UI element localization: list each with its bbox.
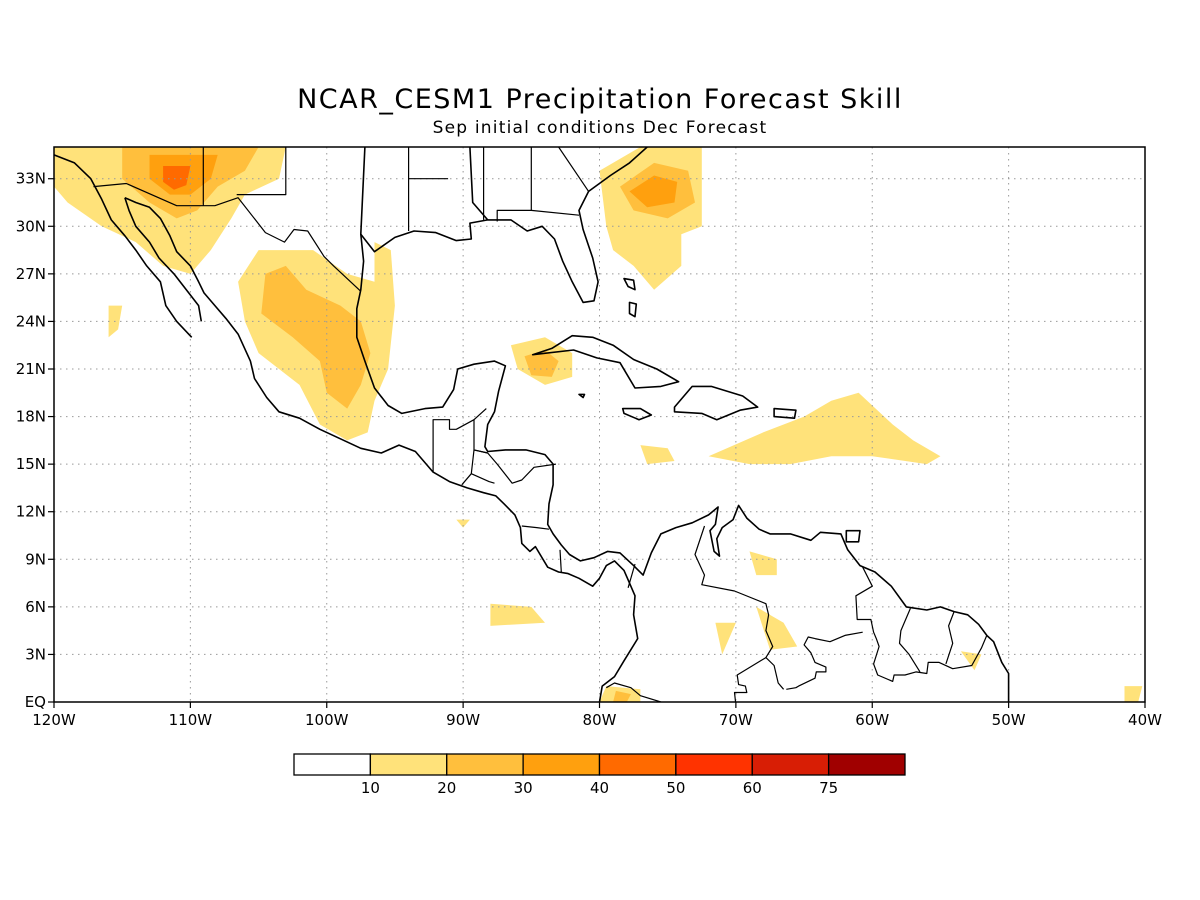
- political-border: [496, 147, 532, 222]
- political-border: [606, 682, 663, 702]
- skill-region-venezuela-6n-18: [756, 606, 798, 650]
- axis-ticks: 120W 110W 100W 90W 80W 70W 60W 50W 40W EQ 3N 6N 9N 12…: [16, 170, 1162, 729]
- political-border: [558, 147, 590, 192]
- political-border: [733, 657, 767, 702]
- skill-region-colombia-eq-20: [613, 690, 631, 702]
- island-outline: [623, 277, 636, 291]
- y-tick-label: 30N: [16, 217, 46, 235]
- island-outline: [773, 407, 797, 420]
- color-legend: 10 20 30 40 50 60 75: [293, 753, 906, 797]
- skill-region-pacific-5n-15: [490, 603, 545, 626]
- skill-region-east-caribbean-12: [708, 392, 941, 465]
- colorbar-swatch: [827, 753, 906, 776]
- political-border: [531, 209, 580, 216]
- map-title: NCAR_CESM1 Precipitation Forecast Skill: [297, 84, 903, 115]
- x-tick-label: 50W: [992, 711, 1026, 729]
- coastline: [124, 197, 203, 322]
- coastline: [359, 147, 648, 304]
- x-tick-label: 60W: [855, 711, 889, 729]
- island-outline: [628, 301, 638, 318]
- colorbar-swatch: [446, 753, 524, 776]
- colorbar-label: 50: [666, 779, 685, 797]
- y-tick-label: 15N: [16, 455, 46, 473]
- skill-region-atlantic-se-us-9: [629, 175, 678, 208]
- colorbar-swatch: [369, 753, 448, 776]
- y-tick-label: 18N: [16, 408, 46, 426]
- island-outline: [845, 529, 861, 543]
- political-border: [786, 636, 827, 690]
- skill-shading-layer: [54, 147, 1143, 702]
- x-tick-label: 80W: [583, 711, 617, 729]
- political-border: [559, 549, 562, 573]
- political-border: [471, 473, 495, 484]
- y-tick-label: 3N: [25, 645, 46, 663]
- skill-region-caribbean-west-13: [640, 445, 675, 465]
- skill-region-atlantic-eq-22: [1124, 686, 1143, 702]
- colorbar-swatch: [675, 753, 753, 776]
- skill-region-cuba-patch-11: [524, 350, 559, 377]
- colorbar-label: 30: [514, 779, 533, 797]
- coastline: [355, 234, 1010, 702]
- island-outline: [673, 385, 759, 421]
- y-tick-label: 12N: [16, 503, 46, 521]
- political-border: [93, 182, 362, 292]
- political-border: [945, 611, 955, 665]
- y-tick-label: 6N: [25, 598, 46, 616]
- colorbar-swatch: [751, 753, 830, 776]
- coastline: [54, 154, 193, 338]
- colorbar-label: 10: [361, 779, 380, 797]
- skill-region-central-pacific-dot-14: [456, 519, 470, 528]
- colorbar-label: 75: [819, 779, 838, 797]
- map-subtitle: Sep initial conditions Dec Forecast: [432, 118, 768, 138]
- political-border: [694, 525, 785, 690]
- x-tick-label: 110W: [169, 711, 213, 729]
- skill-region-central-mexico-5: [261, 265, 371, 409]
- island-outline: [621, 407, 653, 421]
- colorbar-swatch: [598, 753, 677, 776]
- colorbar-label: 40: [590, 779, 609, 797]
- colorbar-swatch: [522, 753, 601, 776]
- skill-region-guiana-3n-21: [960, 651, 982, 671]
- colorbar-label: 20: [437, 779, 456, 797]
- political-border: [521, 525, 550, 530]
- skill-region-southwest-us-3: [163, 166, 191, 190]
- political-border: [814, 631, 863, 643]
- x-tick-label: 90W: [446, 711, 480, 729]
- y-tick-label: 9N: [25, 550, 46, 568]
- y-tick-label: 33N: [16, 170, 46, 188]
- political-border: [898, 608, 921, 673]
- y-tick-label: 24N: [16, 312, 46, 330]
- y-tick-label: EQ: [25, 693, 46, 711]
- political-border: [473, 408, 487, 421]
- coastline: [124, 196, 639, 702]
- political-border: [627, 563, 636, 588]
- political-border: [432, 419, 488, 473]
- island-outline: [531, 334, 680, 389]
- coastlines-and-borders: [54, 147, 1010, 702]
- colorbar-label: 60: [743, 779, 762, 797]
- y-tick-label: 21N: [16, 360, 46, 378]
- colorbar-swatch: [293, 753, 372, 776]
- skill-region-venezuela-5n-17: [715, 622, 736, 655]
- x-tick-label: 40W: [1128, 711, 1162, 729]
- island-outline: [578, 393, 586, 399]
- political-border: [855, 566, 988, 683]
- political-border: [236, 147, 287, 196]
- x-tick-label: 100W: [305, 711, 349, 729]
- y-tick-label: 27N: [16, 265, 46, 283]
- x-tick-label: 70W: [719, 711, 753, 729]
- x-tick-label: 120W: [32, 711, 76, 729]
- grid-lines: [54, 147, 1145, 702]
- coastline: [469, 147, 489, 221]
- political-border: [473, 449, 556, 484]
- skill-region-venezuela-9n-16: [749, 551, 777, 576]
